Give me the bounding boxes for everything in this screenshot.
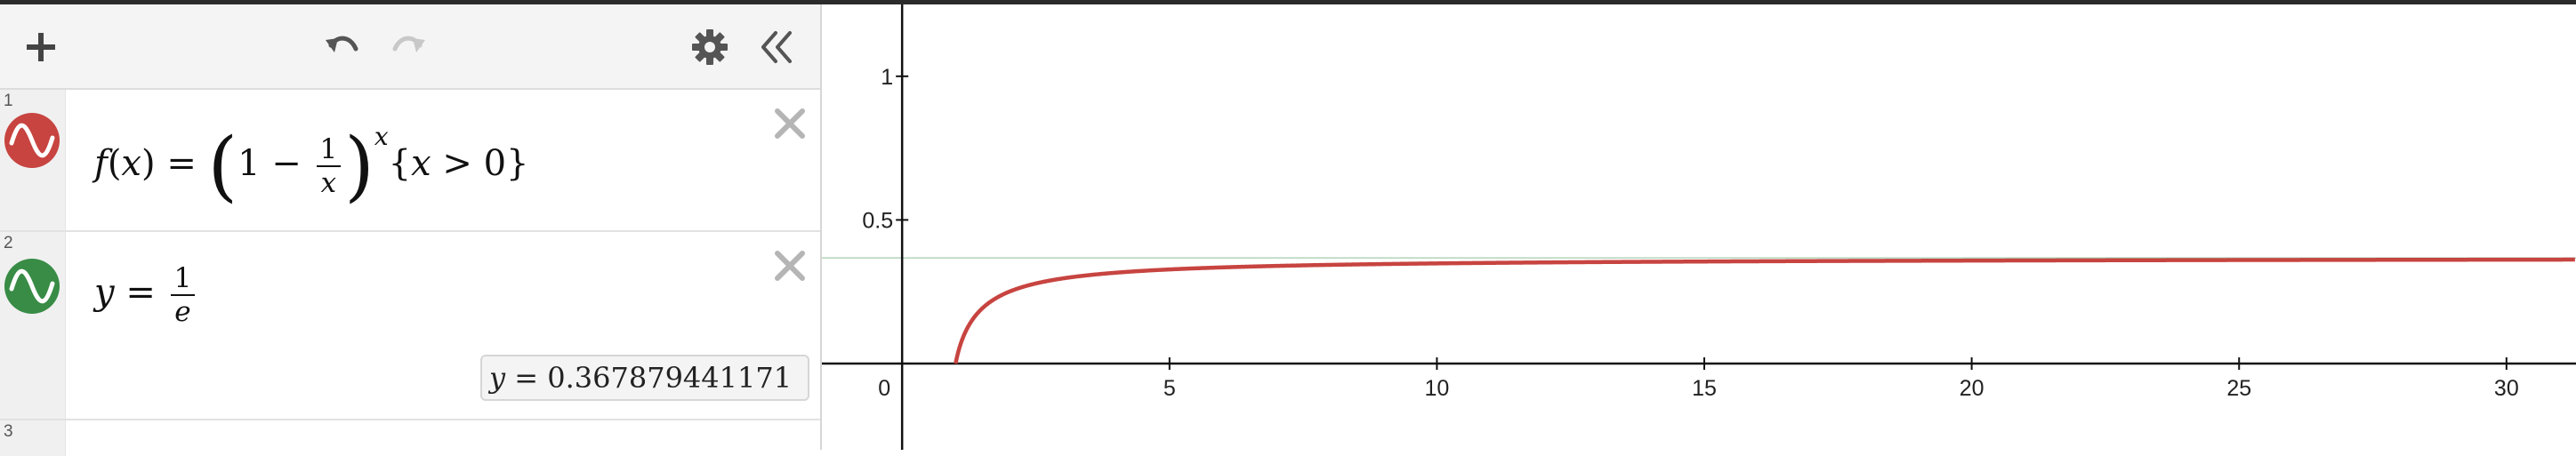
double-chevron-left-icon (761, 31, 792, 63)
expression-number: 3 (4, 422, 13, 441)
restriction-operator: > (442, 143, 472, 184)
fraction-denominator: e (170, 294, 196, 328)
fraction-numerator: 1 (319, 133, 338, 165)
expression-item-3[interactable]: 3 (0, 420, 820, 456)
redo-icon (392, 36, 425, 52)
x-tick-label: 20 (1960, 376, 1984, 401)
expression-color-toggle[interactable] (4, 113, 60, 168)
undo-button[interactable] (320, 26, 363, 68)
paren-close: ) (141, 143, 156, 184)
gear-icon (692, 29, 728, 65)
close-icon (775, 108, 805, 139)
redo-button[interactable] (388, 26, 431, 68)
restriction-value: 0 (483, 143, 507, 184)
equation-lhs: y (94, 272, 115, 313)
x-tick-label: 5 (1163, 376, 1176, 401)
delete-expression-button[interactable] (772, 248, 808, 284)
result-value: 0.367879441171 (547, 361, 793, 395)
x-tick-label: 30 (2494, 376, 2519, 401)
function-variable: x (121, 143, 141, 184)
evaluation-result: y = 0.367879441171 (480, 355, 809, 401)
restriction-open-brace: { (388, 143, 412, 184)
restriction-variable: x (411, 143, 431, 184)
undo-icon (326, 36, 358, 52)
x-tick-label: 25 (2226, 376, 2251, 401)
fraction-denominator: x (316, 165, 342, 199)
equals-sign: = (125, 272, 156, 313)
function-curve-f (954, 257, 2576, 364)
x-tick-label: 0 (878, 376, 890, 401)
y-tick-label: 0.5 (862, 208, 893, 233)
graph-canvas[interactable]: 0 5 10 15 20 25 30 1 0.5 (822, 4, 2576, 450)
graph-paper[interactable]: 0 5 10 15 20 25 30 1 0.5 (822, 4, 2576, 450)
wave-graph-icon (4, 259, 60, 314)
expression-toolbar (0, 4, 820, 90)
x-tick-label: 15 (1692, 376, 1717, 401)
equals-sign: = (166, 143, 197, 184)
one-term: 1 (237, 143, 261, 184)
expression-gutter: 3 (0, 420, 66, 456)
plus-icon (27, 33, 55, 61)
close-icon (775, 251, 805, 281)
add-item-button[interactable] (20, 26, 62, 68)
result-variable: y (489, 361, 506, 395)
delete-expression-button[interactable] (772, 106, 808, 141)
exponent: x (374, 122, 389, 151)
expression-number: 2 (4, 234, 13, 252)
expression-gutter: 1 (0, 90, 66, 230)
y-tick-label: 1 (881, 65, 893, 90)
expression-math-1[interactable]: f(x) = (1 − 1 x)x{x > 0} (94, 122, 529, 204)
paren-open: ( (107, 143, 122, 184)
fraction-numerator: 1 (173, 262, 192, 294)
window-top-border (0, 0, 2576, 4)
minus-sign: − (271, 143, 302, 184)
restriction-close-brace: } (506, 143, 529, 184)
settings-button[interactable] (688, 26, 731, 68)
result-equals: = (514, 361, 539, 395)
big-paren-open: ( (207, 122, 238, 211)
collapse-panel-button[interactable] (756, 26, 799, 68)
expression-number: 1 (4, 92, 13, 110)
expression-color-toggle[interactable] (4, 259, 60, 314)
expression-panel: 1 f(x) = (1 − 1 x)x{x > 0} 2 (0, 4, 822, 456)
wave-graph-icon (4, 113, 60, 168)
x-tick-label: 10 (1424, 376, 1449, 401)
function-name: f (94, 143, 108, 184)
big-paren-close: ) (344, 122, 374, 211)
expression-gutter: 2 (0, 232, 66, 419)
expression-item-1[interactable]: 1 f(x) = (1 − 1 x)x{x > 0} (0, 90, 820, 232)
